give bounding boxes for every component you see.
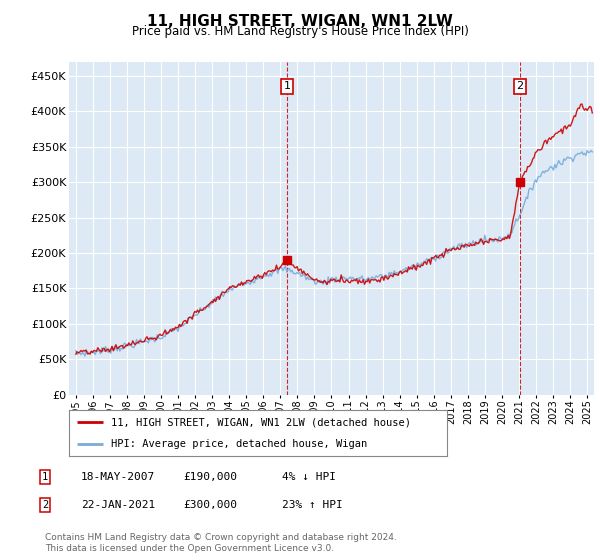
Text: 2: 2 — [516, 81, 523, 91]
Text: 11, HIGH STREET, WIGAN, WN1 2LW (detached house): 11, HIGH STREET, WIGAN, WN1 2LW (detache… — [110, 417, 410, 427]
Text: 22-JAN-2021: 22-JAN-2021 — [81, 500, 155, 510]
Text: 1: 1 — [283, 81, 290, 91]
Text: 1: 1 — [42, 472, 48, 482]
Text: Contains HM Land Registry data © Crown copyright and database right 2024.
This d: Contains HM Land Registry data © Crown c… — [45, 533, 397, 553]
Text: 4% ↓ HPI: 4% ↓ HPI — [282, 472, 336, 482]
Text: £300,000: £300,000 — [183, 500, 237, 510]
Text: 2: 2 — [42, 500, 48, 510]
Text: 18-MAY-2007: 18-MAY-2007 — [81, 472, 155, 482]
Text: 23% ↑ HPI: 23% ↑ HPI — [282, 500, 343, 510]
Text: Price paid vs. HM Land Registry's House Price Index (HPI): Price paid vs. HM Land Registry's House … — [131, 25, 469, 38]
Text: HPI: Average price, detached house, Wigan: HPI: Average price, detached house, Wiga… — [110, 439, 367, 449]
Text: 11, HIGH STREET, WIGAN, WN1 2LW: 11, HIGH STREET, WIGAN, WN1 2LW — [147, 14, 453, 29]
Text: £190,000: £190,000 — [183, 472, 237, 482]
